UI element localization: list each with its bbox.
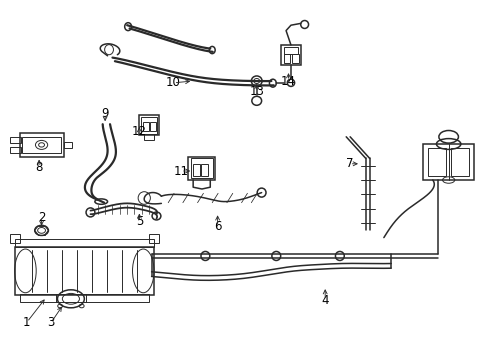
Text: 4: 4 xyxy=(321,294,328,307)
Bar xyxy=(450,148,468,176)
Text: 6: 6 xyxy=(213,220,221,233)
Bar xyxy=(20,133,63,157)
Bar xyxy=(139,115,159,135)
Bar xyxy=(15,247,154,295)
Text: 13: 13 xyxy=(249,85,264,98)
Bar xyxy=(283,54,290,63)
Bar xyxy=(190,158,212,178)
Bar xyxy=(193,164,199,176)
Bar xyxy=(422,144,473,180)
Text: 5: 5 xyxy=(135,215,143,228)
Text: 8: 8 xyxy=(35,161,43,174)
Text: 11: 11 xyxy=(173,165,188,177)
Bar xyxy=(10,137,20,143)
Bar xyxy=(63,142,72,148)
Text: 2: 2 xyxy=(38,211,45,224)
Text: 1: 1 xyxy=(23,316,31,329)
Bar xyxy=(22,137,61,153)
Bar xyxy=(142,122,148,131)
Bar xyxy=(15,239,154,247)
Text: 9: 9 xyxy=(101,107,109,120)
Bar xyxy=(427,148,445,176)
Bar xyxy=(150,122,156,131)
Bar xyxy=(281,45,300,65)
Bar xyxy=(201,164,207,176)
Bar xyxy=(291,54,298,63)
Text: 7: 7 xyxy=(345,157,353,170)
Bar xyxy=(149,234,159,243)
Bar xyxy=(10,147,20,153)
Bar xyxy=(56,294,85,302)
Bar xyxy=(144,134,154,140)
Bar xyxy=(10,234,20,243)
Bar xyxy=(188,157,215,180)
Text: 10: 10 xyxy=(166,76,181,89)
Bar xyxy=(141,117,157,134)
Text: 12: 12 xyxy=(132,125,146,138)
Bar xyxy=(283,47,298,54)
Text: 3: 3 xyxy=(47,316,55,329)
Text: 14: 14 xyxy=(281,75,295,87)
Bar xyxy=(20,294,149,302)
